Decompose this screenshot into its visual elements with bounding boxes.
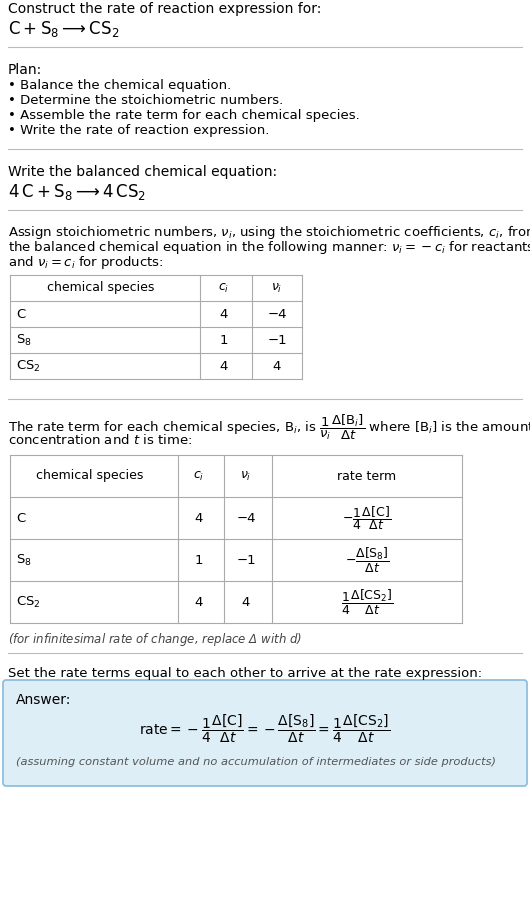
Text: $c_i$: $c_i$ [193, 470, 205, 482]
Text: −4: −4 [267, 308, 287, 320]
Text: Plan:: Plan: [8, 63, 42, 77]
Text: chemical species: chemical species [37, 470, 144, 482]
Text: 4: 4 [195, 595, 203, 609]
Text: (for infinitesimal rate of change, replace Δ with $d$): (for infinitesimal rate of change, repla… [8, 631, 302, 648]
Text: chemical species: chemical species [47, 281, 155, 295]
Text: and $\nu_i = c_i$ for products:: and $\nu_i = c_i$ for products: [8, 254, 164, 271]
Text: C: C [16, 308, 25, 320]
Text: Construct the rate of reaction expression for:: Construct the rate of reaction expressio… [8, 2, 321, 16]
Text: −1: −1 [267, 333, 287, 347]
Text: 4: 4 [220, 308, 228, 320]
Text: $\nu_i$: $\nu_i$ [240, 470, 252, 482]
Text: $\nu_i$: $\nu_i$ [271, 281, 282, 295]
Text: the balanced chemical equation in the following manner: $\nu_i = -c_i$ for react: the balanced chemical equation in the fo… [8, 239, 530, 256]
Text: • Assemble the rate term for each chemical species.: • Assemble the rate term for each chemic… [8, 109, 360, 122]
Text: −4: −4 [236, 511, 256, 524]
Text: $\mathrm{4\,C+S_8 \longrightarrow 4\,CS_2}$: $\mathrm{4\,C+S_8 \longrightarrow 4\,CS_… [8, 182, 146, 202]
Text: The rate term for each chemical species, $\mathrm{B}_i$, is $\dfrac{1}{\nu_i}\df: The rate term for each chemical species,… [8, 413, 530, 442]
Text: 1: 1 [220, 333, 228, 347]
Text: concentration and $t$ is time:: concentration and $t$ is time: [8, 433, 192, 447]
Text: 4: 4 [220, 359, 228, 372]
Text: 4: 4 [242, 595, 250, 609]
Text: Answer:: Answer: [16, 693, 72, 707]
Text: rate term: rate term [338, 470, 396, 482]
Text: • Determine the stoichiometric numbers.: • Determine the stoichiometric numbers. [8, 94, 283, 107]
Text: Write the balanced chemical equation:: Write the balanced chemical equation: [8, 165, 277, 179]
Text: Set the rate terms equal to each other to arrive at the rate expression:: Set the rate terms equal to each other t… [8, 667, 482, 680]
Text: C: C [16, 511, 25, 524]
Text: 4: 4 [273, 359, 281, 372]
Text: 1: 1 [195, 553, 203, 567]
Text: (assuming constant volume and no accumulation of intermediates or side products): (assuming constant volume and no accumul… [16, 757, 496, 767]
Text: $c_i$: $c_i$ [218, 281, 229, 295]
Text: • Write the rate of reaction expression.: • Write the rate of reaction expression. [8, 124, 269, 137]
Text: $\mathrm{C+S_8 \longrightarrow CS_2}$: $\mathrm{C+S_8 \longrightarrow CS_2}$ [8, 19, 120, 39]
FancyBboxPatch shape [3, 680, 527, 786]
Text: $\dfrac{1}{4}\dfrac{\Delta[\mathrm{CS_2}]}{\Delta t}$: $\dfrac{1}{4}\dfrac{\Delta[\mathrm{CS_2}… [341, 588, 393, 616]
Text: $\mathrm{S_8}$: $\mathrm{S_8}$ [16, 552, 32, 568]
Text: −1: −1 [236, 553, 256, 567]
Text: $\mathrm{CS_2}$: $\mathrm{CS_2}$ [16, 359, 41, 373]
Text: $\mathrm{rate} = -\dfrac{1}{4}\dfrac{\Delta[\mathrm{C}]}{\Delta t} = -\dfrac{\De: $\mathrm{rate} = -\dfrac{1}{4}\dfrac{\De… [139, 713, 391, 745]
Text: Assign stoichiometric numbers, $\nu_i$, using the stoichiometric coefficients, $: Assign stoichiometric numbers, $\nu_i$, … [8, 224, 530, 241]
Text: $\mathrm{CS_2}$: $\mathrm{CS_2}$ [16, 594, 41, 610]
Text: $-\dfrac{\Delta[\mathrm{S_8}]}{\Delta t}$: $-\dfrac{\Delta[\mathrm{S_8}]}{\Delta t}… [344, 545, 390, 574]
Text: 4: 4 [195, 511, 203, 524]
Text: $-\dfrac{1}{4}\dfrac{\Delta[\mathrm{C}]}{\Delta t}$: $-\dfrac{1}{4}\dfrac{\Delta[\mathrm{C}]}… [342, 504, 392, 532]
Text: $\mathrm{S_8}$: $\mathrm{S_8}$ [16, 332, 32, 348]
Text: • Balance the chemical equation.: • Balance the chemical equation. [8, 79, 231, 92]
